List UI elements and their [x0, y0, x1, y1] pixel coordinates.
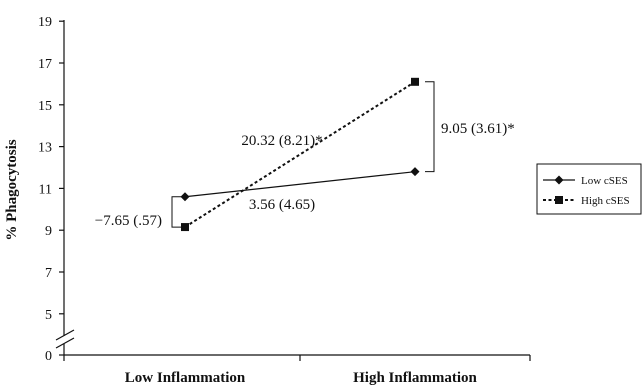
y-tick-label: 19	[38, 15, 52, 30]
series-group	[180, 77, 420, 232]
data-point-diamond	[410, 167, 420, 177]
y-tick-label: 15	[38, 99, 52, 114]
series-line	[184, 171, 416, 198]
x-category-label: High Inflammation	[353, 370, 477, 385]
legend-label: High cSES	[581, 195, 630, 207]
data-point-square	[555, 196, 563, 204]
y-tick-labels: 0 5 7 9 11 13 15 17 19	[38, 15, 64, 364]
x-category-label: Low Inflammation	[125, 370, 246, 385]
legend: Low cSES High cSES	[536, 163, 642, 215]
data-point-square	[411, 77, 419, 86]
y-tick-label: 0	[45, 349, 52, 364]
annotation-label: 3.56 (4.65)	[249, 197, 315, 213]
annotation-label: −7.65 (.57)	[95, 213, 162, 229]
y-tick-label: 13	[38, 141, 52, 156]
bracket-left	[171, 196, 181, 228]
data-point-diamond	[554, 175, 564, 185]
annotation-label: 9.05 (3.61)*	[441, 121, 515, 137]
y-axis-label: % Phagocytosis	[4, 139, 20, 240]
series-line	[184, 80, 416, 228]
legend-label: Low cSES	[581, 175, 628, 187]
annotations: 20.32 (8.21)* 3.56 (4.65) −7.65 (.57) 9.05 …	[95, 121, 515, 229]
data-point-square	[181, 223, 189, 232]
y-tick-label: 11	[39, 182, 52, 197]
bracket-right	[425, 81, 435, 173]
annotation-label: 20.32 (8.21)*	[241, 133, 322, 149]
annotation-brackets	[171, 81, 435, 228]
legend-box	[536, 163, 642, 215]
y-tick-label: 17	[38, 57, 52, 72]
x-category-labels: Low Inflammation High Inflammation	[125, 370, 478, 385]
y-tick-label: 7	[45, 266, 52, 281]
axis-break-mark	[55, 337, 75, 349]
data-point-diamond	[180, 192, 190, 202]
y-tick-label: 5	[45, 308, 52, 323]
axis-break-mark	[55, 329, 75, 341]
axes	[55, 20, 531, 361]
y-tick-label: 9	[45, 224, 52, 239]
